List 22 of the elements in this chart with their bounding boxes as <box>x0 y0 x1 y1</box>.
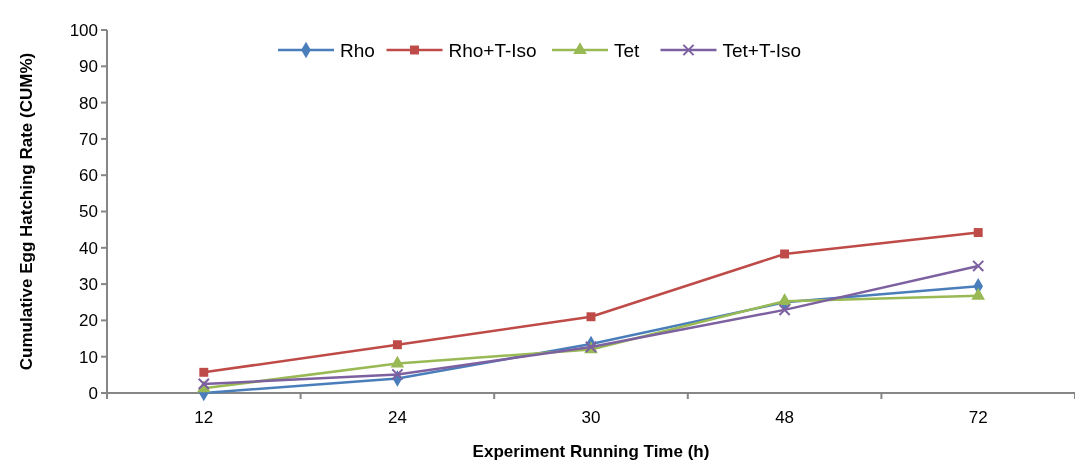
legend-label: Rho+T-Iso <box>448 39 537 61</box>
legend-label: Tet+T-Iso <box>722 39 802 61</box>
y-tick-label: 20 <box>79 311 98 331</box>
y-tick-label: 60 <box>79 166 98 186</box>
legend-label: Tet <box>614 39 641 61</box>
x-axis-title: Experiment Running Time (h) <box>472 442 710 461</box>
legend-label: Rho <box>340 39 375 61</box>
y-tick-label: 0 <box>88 383 98 403</box>
y-tick-label: 80 <box>79 93 98 113</box>
y-tick-label: 70 <box>79 129 98 149</box>
y-tick-label: 40 <box>79 238 98 258</box>
y-axis-title: Cumulative Egg Hatching Rate (CUM%) <box>17 52 36 371</box>
y-tick-label: 50 <box>79 202 98 222</box>
y-tick-label: 30 <box>79 275 98 295</box>
x-tick-label: 72 <box>968 408 988 427</box>
y-tick-label: 100 <box>69 20 98 40</box>
y-tick-label: 90 <box>79 57 98 77</box>
x-tick-label: 30 <box>581 408 601 427</box>
y-tick-label: 10 <box>79 347 98 367</box>
x-tick-label: 48 <box>775 408 795 427</box>
x-tick-label: 12 <box>194 408 214 427</box>
x-tick-label: 24 <box>387 408 407 427</box>
